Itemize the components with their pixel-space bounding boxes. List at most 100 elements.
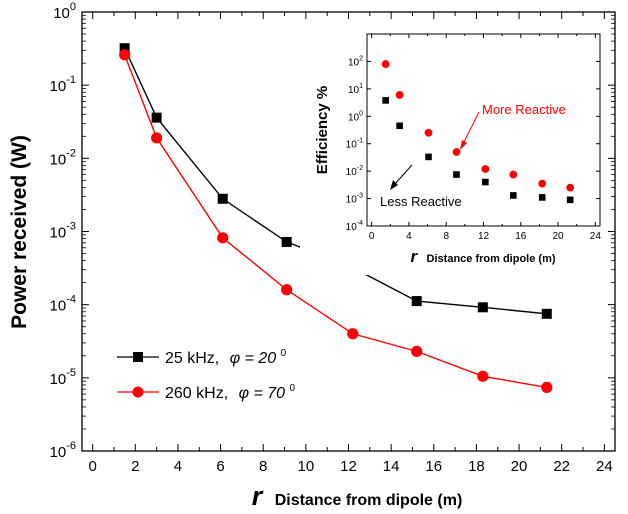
legend-25khz-label: 25 kHz,	[165, 350, 219, 367]
legend-25khz-sup: 0	[281, 348, 287, 359]
x-tick-label: 4	[174, 458, 182, 475]
data-point-260khz	[541, 381, 553, 394]
y-tick-label: 10-2	[50, 147, 76, 168]
data-point-square	[425, 153, 432, 161]
data-point-circle	[452, 148, 461, 156]
data-point-circle	[381, 60, 390, 68]
data-point-260khz	[347, 328, 359, 340]
y-tick-label: 100	[53, 1, 76, 22]
data-point-25khz	[119, 43, 130, 54]
main-xlabel: r Distance from dipole (m)	[252, 481, 463, 511]
data-point-260khz	[151, 132, 163, 144]
x-tick-label: 8	[443, 231, 449, 242]
x-tick-label: 24	[590, 231, 602, 242]
x-tick-label: 2	[131, 458, 139, 475]
inset-xlabel: r Distance from dipole (m)	[410, 247, 555, 266]
data-point-circle	[481, 165, 490, 173]
more-reactive-arrowhead	[460, 140, 467, 150]
x-tick-label: 16	[425, 458, 442, 475]
data-point-circle	[424, 128, 433, 137]
data-point-25khz	[477, 302, 488, 313]
data-point-circle	[509, 170, 518, 179]
inset-xlabel-text: Distance from dipole (m)	[427, 253, 556, 265]
y-tick-label: 10-3	[50, 221, 76, 242]
annotation-more-reactive: More Reactive	[482, 102, 566, 117]
x-tick-label: 20	[552, 231, 564, 242]
y-tick-label: 10-1	[346, 138, 363, 151]
data-point-square	[382, 97, 389, 104]
x-tick-label: 8	[259, 458, 267, 475]
data-point-square	[396, 122, 403, 130]
y-tick-label: 10-3	[346, 193, 363, 206]
data-point-260khz	[119, 49, 131, 61]
data-point-25khz	[281, 236, 292, 247]
data-point-square	[538, 194, 546, 201]
y-tick-label: 100	[348, 110, 363, 123]
y-tick-label: 10-4	[346, 220, 363, 233]
svg-text:25 kHz, φ = 20: 25 kHz, φ = 20 0	[165, 348, 287, 367]
y-tick-label: 10-4	[50, 294, 76, 315]
inset-series	[381, 60, 575, 204]
data-point-square	[453, 171, 460, 178]
data-point-260khz	[411, 345, 423, 357]
x-tick-label: 20	[511, 458, 528, 475]
x-tick-label: 0	[369, 231, 375, 242]
data-point-circle	[566, 183, 575, 192]
annotation-arrows	[390, 111, 480, 190]
inset-ylabel: Efficiency %	[314, 86, 331, 174]
inset-plot: 0 4 8 12 16 20 24 10-4 10-3 10-2 10-1 100 101 102 Eff…	[300, 29, 608, 275]
data-point-25khz	[541, 308, 552, 319]
data-point-25khz	[151, 112, 162, 123]
data-point-square	[510, 192, 517, 199]
x-tick-label: 18	[468, 458, 485, 475]
main-ylabel: Power received (W)	[8, 135, 31, 329]
series-line-260khz	[123, 54, 547, 389]
legend-25khz-phi: φ = 20	[230, 350, 277, 367]
x-tick-label: 6	[216, 458, 224, 475]
y-tick-label: 10-2	[346, 165, 363, 178]
main-plot: 0 2 4 6 8 10 12 14 16 18 20 22 2410-610-510-410-310-…	[8, 1, 616, 511]
data-point-circle	[538, 179, 547, 188]
legend-260khz-label: 260 kHz,	[165, 385, 228, 402]
data-point-square	[482, 178, 489, 186]
annotation-less-reactive: Less Reactive	[380, 194, 462, 209]
x-tick-label: 16	[515, 231, 527, 242]
legend-marker-square	[133, 352, 143, 362]
x-tick-label: 4	[406, 231, 412, 242]
x-tick-label: 12	[340, 458, 357, 475]
legend-entry-260khz: 260 kHz, φ = 70 0	[117, 383, 296, 402]
main-xlabel-symbol: r	[252, 481, 264, 511]
x-tick-label: 0	[88, 458, 96, 475]
inset-xlabel-symbol: r	[410, 247, 418, 266]
less-reactive-arrow	[393, 164, 413, 186]
legend-marker-circle	[132, 386, 144, 398]
legend-entry-25khz: 25 kHz, φ = 20 0	[117, 348, 287, 367]
y-tick-label: 10-5	[50, 367, 76, 388]
inset-ticks: 0 4 8 12 16 20 24 10-4 10-3 10-2 10-1 100 101 102	[346, 34, 602, 242]
svg-text:260 kHz, φ = 70: 260 kHz, φ = 70 0	[165, 383, 296, 402]
data-point-25khz	[411, 296, 422, 307]
y-tick-label: 10-1	[50, 74, 76, 95]
data-point-260khz	[217, 232, 229, 244]
x-tick-label: 24	[596, 458, 613, 475]
legend-260khz-phi: φ = 70	[239, 385, 286, 402]
y-tick-label: 101	[348, 83, 363, 96]
x-tick-label: 22	[553, 458, 570, 475]
more-reactive-arrow	[462, 111, 480, 145]
legend: 25 kHz, φ = 20 0 260 kHz, φ = 70 0	[117, 348, 296, 402]
x-tick-label: 14	[383, 458, 400, 475]
data-point-25khz	[217, 193, 228, 204]
data-point-260khz	[281, 284, 293, 296]
legend-260khz-sup: 0	[290, 383, 296, 394]
main-xlabel-text: Distance from dipole (m)	[275, 492, 463, 509]
x-tick-label: 10	[298, 458, 315, 475]
data-point-260khz	[477, 370, 489, 382]
y-tick-label: 10-6	[50, 440, 76, 461]
data-point-circle	[395, 91, 404, 99]
data-point-square	[566, 196, 574, 204]
x-tick-label: 12	[478, 231, 490, 242]
y-tick-label: 102	[348, 55, 363, 68]
main-ticks: 0 2 4 6 8 10 12 14 16 18 20 22 2410-610-510-410-310-…	[50, 1, 615, 475]
less-reactive-arrowhead	[390, 180, 398, 190]
